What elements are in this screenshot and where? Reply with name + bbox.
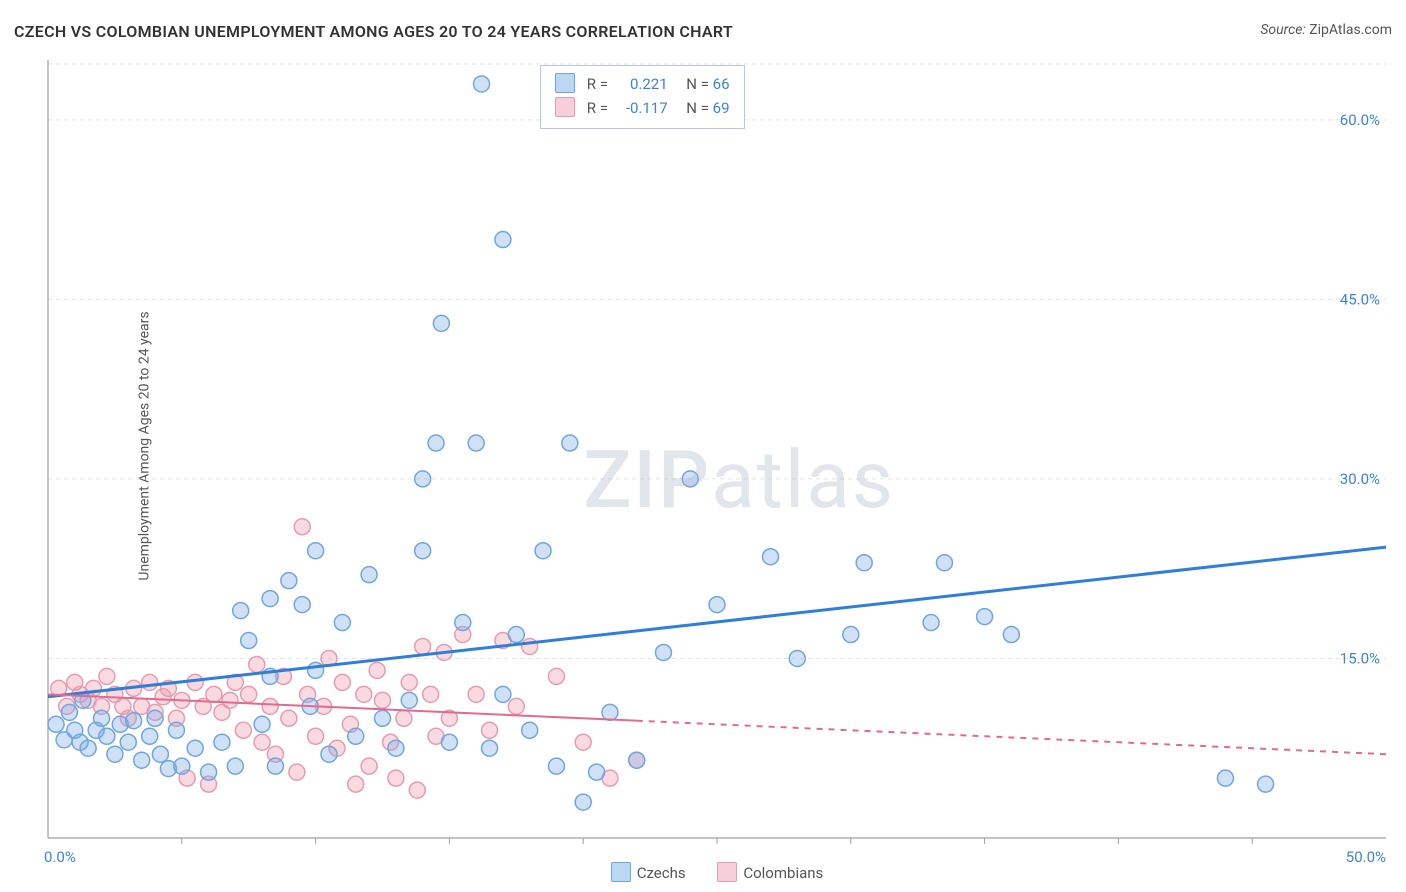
r-value: -0.117 <box>612 96 668 120</box>
r-value: 0.221 <box>612 72 668 96</box>
n-value: 66 <box>713 75 730 93</box>
legend-swatch-colombians <box>717 862 737 882</box>
legend-label-czechs: Czechs <box>637 864 686 882</box>
n-value: 69 <box>713 99 730 117</box>
svg-text:60.0%: 60.0% <box>1340 111 1380 129</box>
stats-legend-box: R = 0.221 N = 66 R = -0.117 N = 69 <box>540 65 745 129</box>
svg-text:15.0%: 15.0% <box>1340 649 1380 667</box>
correlation-scatter-chart: 15.0%30.0%45.0%60.0%0.0%50.0% <box>0 0 1406 892</box>
legend-swatch-czechs <box>611 862 631 882</box>
r-label: R = <box>587 75 612 93</box>
stat-row: R = 0.221 N = 66 <box>555 72 730 96</box>
r-label: R = <box>587 99 612 117</box>
stat-swatch <box>555 97 575 117</box>
legend-label-colombians: Colombians <box>743 864 823 882</box>
n-label: N = <box>686 75 709 93</box>
svg-text:45.0%: 45.0% <box>1340 290 1380 308</box>
bottom-series-legend: Czechs Colombians <box>0 862 1406 882</box>
n-label: N = <box>686 99 709 117</box>
svg-text:30.0%: 30.0% <box>1340 470 1380 488</box>
stat-swatch <box>555 73 575 93</box>
stat-row: R = -0.117 N = 69 <box>555 96 730 120</box>
